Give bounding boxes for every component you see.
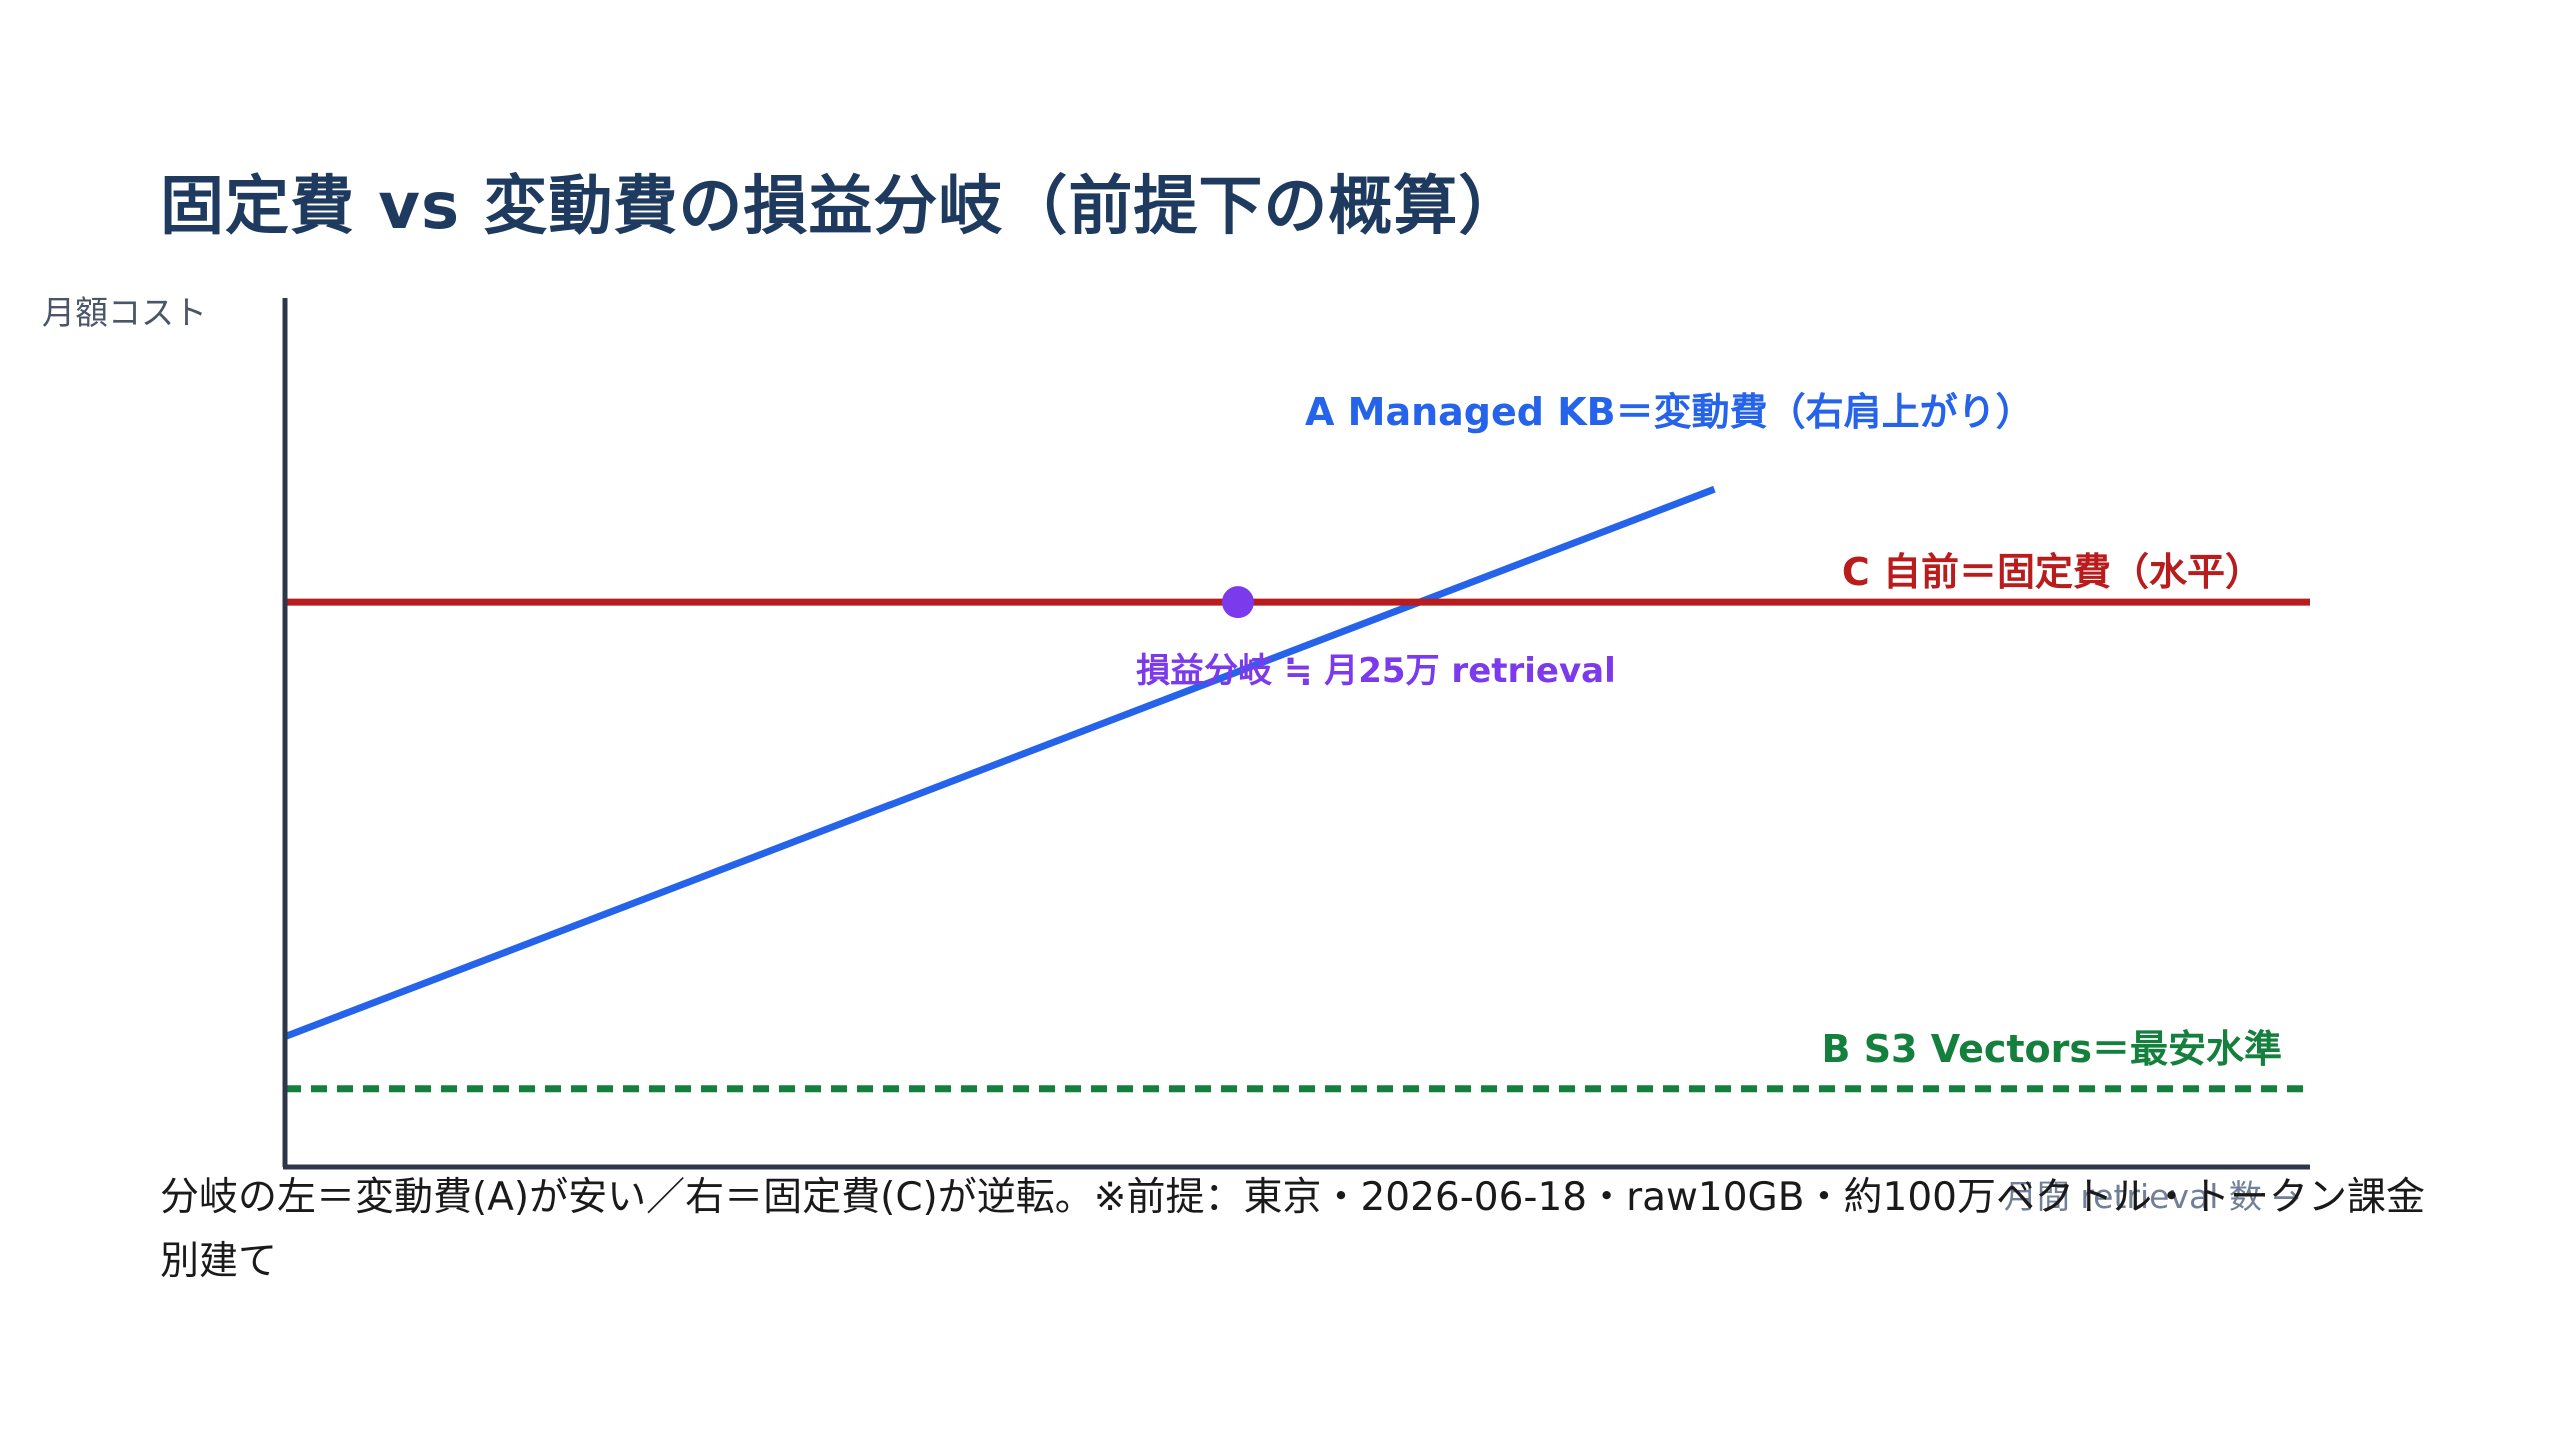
series-b-s3-vectors-label: B S3 Vectors＝最安水準 bbox=[1822, 1027, 2283, 1071]
series-a-managed-kb-line bbox=[283, 485, 1716, 1040]
break-even-label: 損益分岐 ≒ 月25万 retrieval bbox=[1136, 651, 1616, 691]
footnote: 分岐の左＝変動費(A)が安い／右＝固定費(C)が逆転。※前提：東京・2026-0… bbox=[160, 1175, 2425, 1284]
series-a-managed-kb-label: A Managed KB＝変動費（右肩上がり） bbox=[1305, 390, 2034, 434]
series-layer bbox=[283, 485, 2310, 1093]
series-c-self-hosted-label: C 自前＝固定費（水平） bbox=[1842, 550, 2263, 594]
x-axis-label: 月間 retrieval 数 → bbox=[2004, 1177, 2300, 1216]
labels-layer: A Managed KB＝変動費（右肩上がり） C 自前＝固定費（水平） B S3 … bbox=[1136, 390, 2282, 1071]
y-axis-label: 月額コスト bbox=[42, 293, 207, 332]
axes-layer bbox=[282, 298, 2310, 1170]
chart-title: 固定費 vs 変動費の損益分岐（前提下の概算） bbox=[160, 170, 1524, 244]
break-even-point bbox=[1221, 586, 1254, 619]
